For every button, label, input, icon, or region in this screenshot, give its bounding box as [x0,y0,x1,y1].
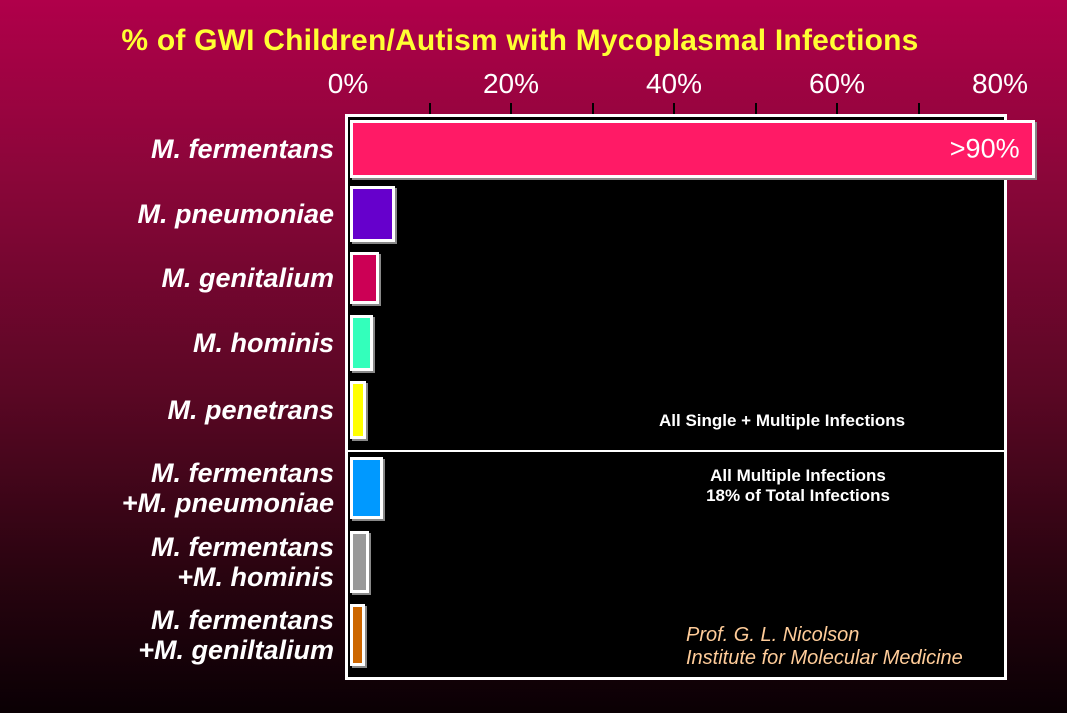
bar [350,457,383,519]
bar [350,252,379,304]
category-label: M. genitalium [161,263,334,293]
category-label: M. fermentans +M. pneumoniae [122,458,334,518]
x-tick-mark [591,103,594,115]
category-label-line: +M. geniltalium [138,635,334,665]
annotation-single-multiple: All Single + Multiple Infections [659,411,906,430]
category-label: M. pneumoniae [137,199,334,229]
bar [350,186,395,242]
credit: Prof. G. L. Nicolson Institute for Molec… [686,624,963,670]
section-divider [348,450,1004,452]
x-tick-mark [836,103,838,115]
category-label: M. fermentans [151,134,334,164]
annotation-multiple-line1: All Multiple Infections [710,466,886,485]
x-tick-label: 40% [645,68,703,99]
category-label-line: +M. pneumoniae [121,488,334,518]
bar [350,381,367,439]
category-label-line: M. penetrans [167,395,334,425]
category-label-line: M. fermentans [150,532,334,562]
annotation-multiple-line2: 18% of Total Infections [706,486,890,505]
category-label: M. penetrans [167,395,334,425]
category-label-line: M. fermentans [150,134,334,164]
bar [350,315,373,371]
x-tick-label: 80% [971,68,1029,99]
x-tick-mark [754,103,757,115]
x-tick-mark [917,103,920,115]
annotation-multiple: All Multiple Infections 18% of Total Inf… [706,466,890,506]
category-label: M. hominis [193,328,334,358]
category-label-line: M. fermentans [150,605,334,635]
category-label: M. fermentans +M. geniltalium [138,605,334,665]
x-tick-mark [510,103,512,115]
category-label-line: M. hominis [193,328,334,358]
credit-author: Prof. G. L. Nicolson [686,624,860,646]
x-tick-label: 0% [327,68,369,99]
x-tick-mark [673,103,675,115]
plot-area: All Single + Multiple Infections All Mul… [345,114,1035,680]
x-tick-label: 20% [482,68,540,99]
category-label-line: M. fermentans [150,458,334,488]
chart-title: % of GWI Children/Autism with Mycoplasma… [121,24,919,57]
category-label-line: M. pneumoniae [137,199,334,229]
credit-institute: Institute for Molecular Medicine [686,647,963,669]
category-label-line: M. genitalium [161,263,334,293]
x-tick-mark [428,103,431,115]
bar-data-label: >90% [949,133,1020,164]
bar: >90% [350,120,1035,178]
x-tick-label: 60% [808,68,866,99]
bar [350,604,365,666]
category-label-line: +M. hominis [177,562,334,592]
category-label: M. fermentans +M. hominis [151,532,334,592]
bar [350,531,369,593]
